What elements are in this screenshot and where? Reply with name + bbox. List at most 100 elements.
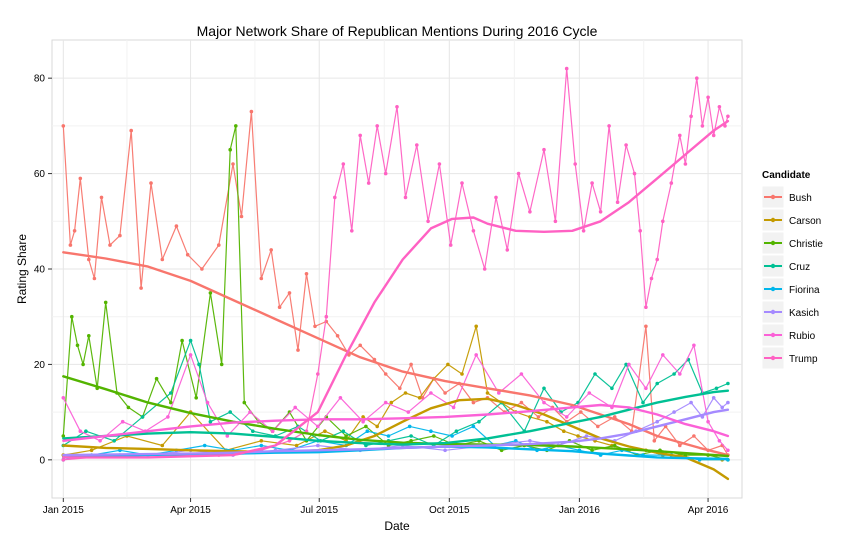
data-point-fiorina (259, 443, 264, 448)
data-point-trump (333, 195, 337, 200)
data-point-rubio (717, 439, 722, 443)
smooth-series-group (62, 119, 730, 481)
data-point-rubio (98, 439, 102, 443)
data-point-carson (160, 443, 165, 448)
data-point-rubio (205, 400, 210, 405)
data-point-trump (661, 219, 665, 224)
trend-line-trump (62, 119, 730, 459)
data-point-christie (154, 376, 159, 381)
data-point-christie (219, 362, 224, 367)
data-point-rubio (293, 405, 298, 410)
data-point-rubio (78, 429, 83, 434)
legend-key-point (770, 309, 776, 315)
data-point-kasich (672, 410, 676, 414)
x-tick-label: Jan 2015 (43, 505, 85, 516)
legend-item-bush: Bush (761, 185, 812, 209)
data-point-christie (612, 443, 617, 448)
x-tick-label: Apr 2015 (170, 505, 211, 516)
data-point-rubio (166, 415, 170, 419)
data-point-cruz (542, 386, 546, 391)
data-point-bush (217, 243, 221, 247)
data-point-fiorina (471, 424, 476, 429)
data-point-carson (460, 372, 464, 376)
data-point-bush (239, 214, 244, 219)
gridlines (52, 40, 742, 498)
data-point-bush (92, 276, 97, 281)
series-line-bush (62, 110, 729, 456)
data-point-bush (259, 276, 264, 281)
data-point-rubio (587, 391, 592, 395)
legend: Candidate Bush Carson Christie Cruz Fiorina K… (761, 170, 823, 370)
data-point-carson (294, 443, 299, 448)
data-point-christie (590, 448, 594, 453)
data-point-trump (590, 181, 594, 185)
data-point-carson (403, 391, 408, 395)
data-point-christie (81, 362, 85, 367)
data-point-bush (383, 372, 388, 376)
data-point-trump (366, 181, 371, 185)
data-point-carson (446, 362, 450, 367)
legend-item-carson: Carson (761, 208, 821, 232)
data-point-trump (711, 133, 716, 138)
legend-item-christie: Christie (761, 231, 823, 255)
data-point-cruz (477, 419, 481, 424)
data-point-carson (576, 434, 580, 438)
data-point-cruz (624, 362, 628, 367)
legend-key-point (770, 217, 776, 223)
data-point-bush (596, 424, 600, 429)
legend-key-point (770, 240, 776, 246)
data-point-bush (347, 353, 351, 357)
data-point-trump (717, 105, 722, 109)
data-point-trump (564, 66, 569, 71)
y-tick-label: 60 (34, 169, 46, 180)
data-point-trump (581, 229, 586, 233)
data-point-christie (228, 147, 232, 152)
data-point-trump (316, 372, 320, 376)
data-point-bush (149, 181, 153, 185)
data-point-bush (652, 439, 657, 443)
data-point-trump (494, 195, 498, 200)
data-point-christie (87, 334, 91, 338)
data-point-trump (632, 171, 637, 176)
legend-label: Carson (789, 216, 821, 227)
data-point-trump (573, 162, 577, 166)
legend-item-rubio: Rubio (761, 323, 816, 347)
data-point-cruz (112, 439, 116, 443)
data-point-bush (335, 334, 340, 338)
data-point-trump (375, 124, 380, 128)
data-point-rubio (361, 419, 365, 424)
data-point-bush (296, 348, 300, 352)
data-point-carson (562, 429, 566, 434)
data-point-bush (304, 272, 309, 276)
trend-line-bush (62, 251, 730, 457)
data-point-christie (61, 434, 66, 438)
y-tick-label: 0 (39, 455, 45, 466)
data-point-cruz (593, 372, 597, 376)
legend-key-point (770, 332, 776, 338)
data-point-rubio (678, 372, 682, 376)
data-point-christie (75, 343, 80, 348)
data-point-carson (474, 324, 479, 329)
data-point-bush (87, 257, 91, 262)
data-point-carson (361, 415, 365, 419)
data-point-trump (695, 76, 699, 80)
legend-key-point (770, 286, 776, 292)
data-point-rubio (542, 400, 546, 405)
data-point-carson (89, 448, 94, 453)
data-point-cruz (454, 429, 459, 434)
data-point-bush (398, 386, 402, 391)
chart-title: Major Network Share of Republican Mentio… (197, 23, 598, 39)
data-point-rubio (248, 410, 252, 414)
data-point-cruz (188, 338, 193, 343)
data-point-cruz (641, 400, 645, 405)
legend-key-point (770, 194, 776, 200)
data-point-trump (448, 243, 453, 247)
data-point-fiorina (429, 429, 433, 434)
data-point-rubio (726, 448, 730, 453)
y-tick-label: 80 (34, 74, 46, 85)
data-point-kasich (726, 400, 730, 405)
data-point-trump (358, 133, 363, 138)
trend-line-kasich (62, 408, 730, 457)
legend-label: Fiorina (789, 285, 820, 296)
data-point-trump (683, 162, 688, 166)
